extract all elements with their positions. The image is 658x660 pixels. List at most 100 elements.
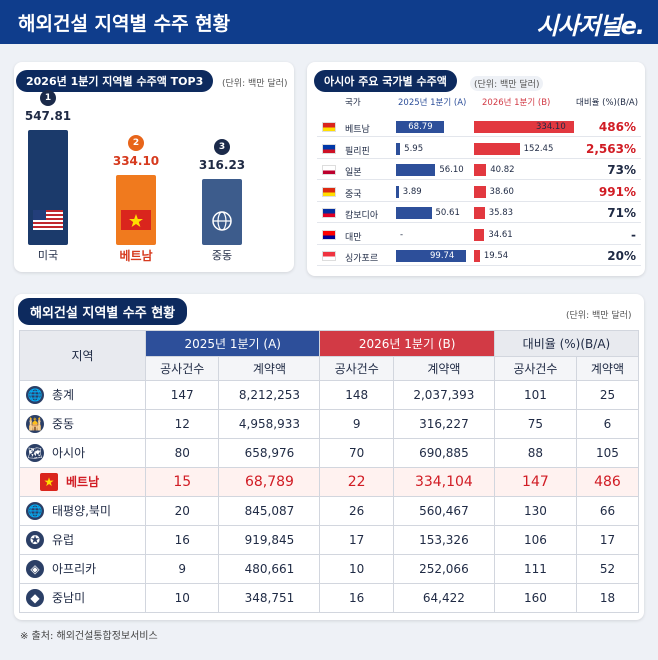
table-cell: 18 xyxy=(575,583,640,613)
asia-country-name: 일본 xyxy=(345,168,362,178)
table-cell: 153,326 xyxy=(392,525,495,555)
us-flag-icon xyxy=(33,210,63,230)
table-cell: 88 xyxy=(493,438,577,468)
table-row: 🕌 중동 12 4,958,933 9 316,227 75 6 xyxy=(19,409,640,439)
asia-bar-b xyxy=(474,207,485,219)
asia-header-a: 2025년 1분기 (A) xyxy=(398,98,467,108)
table-cell: 130 xyxy=(493,496,577,526)
sub-header: 공사건수 xyxy=(493,356,577,381)
asia-header-b: 2026년 1분기 (B) xyxy=(482,98,551,108)
table-cell: 316,227 xyxy=(392,409,495,439)
asia-row xyxy=(317,182,641,202)
asia-country-name: 중국 xyxy=(345,189,362,200)
africa-map-icon: ◈ xyxy=(26,560,44,579)
table-cell: 348,751 xyxy=(218,583,321,613)
col-group-a: 2025년 1분기 (A) xyxy=(144,330,321,357)
asia-ratio: 20% xyxy=(607,249,636,263)
asia-country-name: 싱가포르 xyxy=(345,254,379,264)
table-cell: 9 xyxy=(319,409,394,439)
rank-badge: 3 xyxy=(214,138,230,155)
table-cell: 658,976 xyxy=(218,438,321,468)
asia-value-a: 56.10 xyxy=(439,165,464,175)
asia-value-a: - xyxy=(400,229,404,240)
sub-header: 공사건수 xyxy=(144,356,220,381)
table-cell: 80 xyxy=(144,438,220,468)
table-cell: 252,066 xyxy=(392,554,495,584)
table-cell: 17 xyxy=(319,525,394,555)
asia-value-b: 40.82 xyxy=(490,165,515,175)
table-row: 🌐 총계 147 8,212,253 148 2,037,393 101 25 xyxy=(19,380,640,410)
region-name: 베트남 xyxy=(66,475,100,489)
asia-value-a: 50.61 xyxy=(435,208,460,218)
sub-header: 계약액 xyxy=(575,356,640,381)
region-name: 아시아 xyxy=(52,445,86,460)
table-cell: 111 xyxy=(493,554,577,584)
asia-country-name: 대만 xyxy=(345,232,362,243)
table-cell: 10 xyxy=(144,583,220,613)
country-flag-icon xyxy=(322,165,336,175)
brand-logo: 시사저널e. xyxy=(536,12,645,40)
table-row: ◆ 중남미 10 348,751 16 64,422 160 18 xyxy=(19,583,640,613)
table-cell: 480,661 xyxy=(218,554,321,584)
asia-country-name: 캄보디아 xyxy=(345,211,379,221)
region-name: 총계 xyxy=(52,387,75,402)
top3-name: 미국 xyxy=(37,249,59,262)
table-row: 🌐 태평양,북미 20 845,087 26 560,467 130 66 xyxy=(19,496,640,526)
asia-ratio: - xyxy=(631,227,636,242)
table-cell: 25 xyxy=(575,380,640,410)
table-cell: 70 xyxy=(319,438,394,468)
asia-bar-b xyxy=(474,185,486,198)
asia-bar-a xyxy=(396,121,445,133)
country-flag-icon xyxy=(322,229,336,240)
main-unit: (단위: 백만 달러) xyxy=(566,311,632,321)
asia-bar-b xyxy=(474,164,487,176)
header-bar: 해외건설 지역별 수주 현황 시사저널e. xyxy=(0,0,658,44)
rank-badge: 2 xyxy=(128,134,144,151)
table-row: ◈ 아프리카 9 480,661 10 252,066 111 52 xyxy=(19,554,640,584)
table-cell: 16 xyxy=(144,525,220,555)
sub-header: 계약액 xyxy=(392,356,495,381)
top3-unit: (단위: 백만 달러) xyxy=(222,79,288,89)
asia-row xyxy=(317,139,641,159)
table-row: ✪ 유럽 16 919,845 17 153,326 106 17 xyxy=(19,525,640,555)
region-cell: 🕌 중동 xyxy=(19,409,146,439)
table-cell: 22 xyxy=(319,467,394,497)
country-flag-icon xyxy=(322,186,336,197)
region-cell: ◈ 아프리카 xyxy=(19,554,146,584)
asia-bar-a xyxy=(396,164,436,176)
asia-row xyxy=(317,246,641,266)
asia-value-b: 19.54 xyxy=(483,251,509,261)
table-cell: 75 xyxy=(493,409,577,439)
asia-row xyxy=(317,225,641,245)
asia-header-country: 국가 xyxy=(345,98,361,108)
table-cell: 6 xyxy=(575,409,640,439)
top3-value: 316.23 xyxy=(198,157,246,172)
asia-value-a: 99.74 xyxy=(430,251,455,261)
table-cell: 560,467 xyxy=(392,496,495,526)
table-cell: 12 xyxy=(144,409,220,439)
sub-header: 계약액 xyxy=(218,356,321,381)
table-cell: 10 xyxy=(319,554,394,584)
asia-value-a: 68.79 xyxy=(408,122,433,132)
table-row: 🗺 아시아 80 658,976 70 690,885 88 105 xyxy=(19,438,640,468)
vietnam-flag-icon: ★ xyxy=(40,473,58,491)
asia-value-b: 34.61 xyxy=(488,229,513,240)
asia-value-a: 3.89 xyxy=(402,186,422,197)
table-cell: 9 xyxy=(144,554,220,584)
table-cell: 17 xyxy=(575,525,640,555)
table-cell: 66 xyxy=(575,496,640,526)
asia-country-name: 베트남 xyxy=(345,125,370,135)
asia-map-icon: 🗺 xyxy=(26,444,44,463)
asia-title: 아시아 주요 국가별 수주액 xyxy=(314,70,457,92)
country-flag-icon xyxy=(322,251,336,261)
table-cell: 160 xyxy=(493,583,577,613)
region-cell: 🌐 태평양,북미 xyxy=(19,496,146,526)
table-cell: 845,087 xyxy=(218,496,321,526)
asia-bar-a xyxy=(396,207,432,219)
col-region: 지역 xyxy=(19,330,146,381)
table-cell: 16 xyxy=(319,583,394,613)
page-title: 해외건설 지역별 수주 현황 xyxy=(18,13,231,35)
globe-icon xyxy=(207,210,237,231)
table-cell: 4,958,933 xyxy=(218,409,321,439)
asia-bar-a xyxy=(396,142,401,155)
